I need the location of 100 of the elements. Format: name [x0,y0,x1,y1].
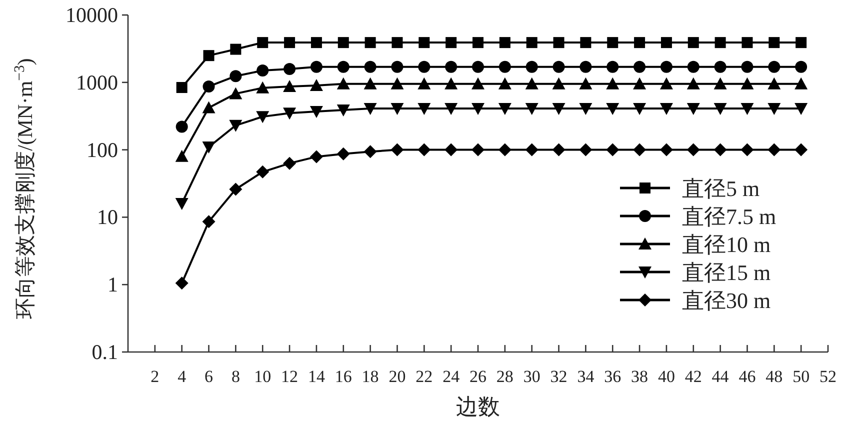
x-tick-label: 20 [388,367,406,386]
point [580,37,592,48]
point [526,37,538,48]
point [364,145,377,158]
point [364,60,376,73]
point [794,103,808,115]
point [525,143,538,156]
point [446,37,457,48]
x-tick-label: 28 [496,367,514,386]
point [284,37,296,48]
x-tick-label: 40 [658,367,675,386]
point [660,60,672,73]
x-tick-label: 42 [684,367,702,386]
point [176,120,188,133]
point [229,182,242,196]
point [284,63,296,76]
point [714,143,727,156]
x-tick-label: 14 [308,367,326,386]
point [714,103,727,115]
legend-label: 直径7.5 m [682,204,776,229]
x-tick-label: 6 [204,367,214,386]
point [741,60,754,73]
point [176,82,188,94]
legend-label: 直径15 m [682,260,771,285]
point [634,37,646,48]
x-tick-label: 4 [178,367,187,386]
point [444,103,458,115]
point [364,103,377,115]
point [472,77,484,90]
point [525,77,538,90]
point [230,70,242,82]
point [390,103,404,115]
x-tick-label: 50 [792,367,810,386]
point [579,77,592,90]
point [337,60,350,73]
x-tick-label: 22 [416,367,433,386]
point [580,60,592,73]
point [498,77,512,90]
point [498,60,511,73]
point [768,77,781,90]
point [633,143,646,156]
point [606,77,620,90]
point [472,103,484,115]
x-tick-label: 18 [362,367,379,386]
point [310,37,322,48]
point [498,143,512,156]
point [256,81,270,94]
point [794,77,808,90]
x-tick-label: 24 [442,367,460,386]
x-tick-label: 26 [470,367,486,386]
y-tick-label: 100 [86,138,118,162]
point [202,80,215,92]
point [310,150,323,164]
point [552,77,566,90]
point [606,103,620,115]
point [740,143,754,156]
point [256,165,270,178]
legend-label: 直径30 m [682,288,771,313]
point [175,150,188,162]
point [768,37,780,48]
point [390,143,404,156]
point [607,37,618,48]
point [714,60,726,73]
point [283,108,296,120]
point [633,103,646,115]
point [444,77,458,90]
point [364,77,377,90]
point [526,60,538,73]
point [418,143,431,156]
point [202,142,216,154]
point [202,215,216,228]
y-tick-label: 1 [108,272,118,297]
point [768,60,780,73]
x-tick-label: 36 [604,367,622,386]
point [175,198,188,210]
y-tick-label: 10000 [66,3,118,27]
point [686,143,700,156]
point [338,37,349,48]
point [606,143,620,156]
point [553,37,564,48]
point [203,50,214,62]
point [768,103,781,115]
point [660,143,673,156]
y-tick-label: 1000 [76,70,118,94]
x-tick-label: 48 [766,367,783,386]
point [256,111,270,124]
point [714,37,726,48]
point [686,77,700,90]
point [283,80,296,92]
point [336,104,350,116]
point [660,37,672,48]
point [230,44,242,55]
point [418,60,430,73]
point [418,103,431,115]
x-tick-label: 46 [738,367,756,386]
point [310,78,323,91]
x-tick-label: 38 [631,367,648,386]
point [552,103,566,115]
x-tick-label: 30 [523,367,540,386]
point [740,103,754,115]
